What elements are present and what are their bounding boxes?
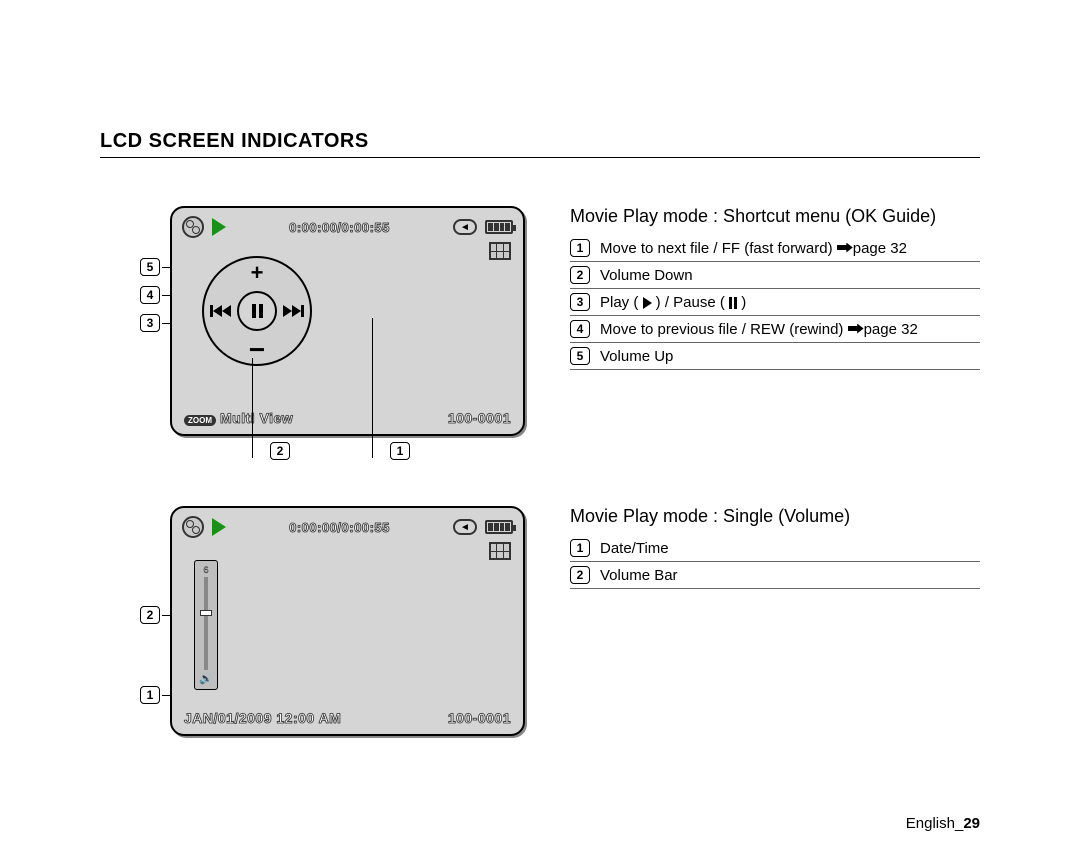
list-number: 1 <box>570 539 590 557</box>
nav-wheel: + − <box>202 256 312 366</box>
description-row: 5 Volume Up <box>570 343 980 370</box>
reel-icon <box>182 516 204 538</box>
lcd-diagram-shortcut: 5 4 3 0:00:00/0:00:55 ◄ + − <box>100 206 530 466</box>
description-row: 2 Volume Down <box>570 262 980 289</box>
description-row: 2 Volume Bar <box>570 562 980 589</box>
time-counter: 0:00:00/0:00:55 <box>234 220 445 235</box>
volume-level: 6 <box>203 565 208 575</box>
list-text: Volume Bar <box>600 567 678 584</box>
volume-bar: 6 🔊 <box>194 560 218 690</box>
description-row: 3 Play ( ) / Pause ( ) <box>570 289 980 316</box>
section2-title: Movie Play mode : Single (Volume) <box>570 506 980 527</box>
speaker-icon: 🔊 <box>199 672 213 685</box>
file-number: 100-0001 <box>448 410 511 426</box>
list-text: Play ( ) / Pause ( ) <box>600 294 746 311</box>
pause-icon <box>729 297 737 309</box>
list-number: 1 <box>570 239 590 257</box>
prev-icon <box>210 305 231 317</box>
description-row: 1 Date/Time <box>570 535 980 562</box>
list-number: 3 <box>570 293 590 311</box>
list-number: 2 <box>570 266 590 284</box>
play-icon <box>212 218 226 236</box>
callout-2: 2 <box>270 442 290 460</box>
thumbnail-grid-icon <box>489 542 511 560</box>
list-number: 4 <box>570 320 590 338</box>
page-footer: English_29 <box>906 815 980 832</box>
back-icon: ◄ <box>453 219 477 235</box>
pointer-icon <box>837 243 853 253</box>
play-icon <box>643 297 652 309</box>
play-icon <box>212 518 226 536</box>
zoom-label: ZOOM <box>184 415 216 426</box>
list-text: Volume Down <box>600 267 693 284</box>
battery-icon <box>485 220 513 234</box>
thumbnail-grid-icon <box>489 242 511 260</box>
description-row: 4 Move to previous file / REW (rewind) pa… <box>570 316 980 343</box>
list-text: Move to next file / FF (fast forward) pa… <box>600 240 907 257</box>
pointer-icon <box>848 324 864 334</box>
page-heading: LCD SCREEN INDICATORS <box>100 130 980 158</box>
callout-3: 3 <box>140 314 160 332</box>
reel-icon <box>182 216 204 238</box>
description-row: 1 Move to next file / FF (fast forward) p… <box>570 235 980 262</box>
callout-4: 4 <box>140 286 160 304</box>
list-number: 5 <box>570 347 590 365</box>
time-counter: 0:00:00/0:00:55 <box>234 520 445 535</box>
lcd-diagram-volume: 2 1 0:00:00/0:00:55 ◄ 6 🔊 <box>100 506 530 736</box>
callout-1: 1 <box>390 442 410 460</box>
list-text: Volume Up <box>600 348 673 365</box>
list-number: 2 <box>570 566 590 584</box>
pause-icon <box>237 291 277 331</box>
list-text: Move to previous file / REW (rewind) pag… <box>600 321 918 338</box>
date-time: JAN/01/2009 12:00 AM <box>184 710 341 726</box>
battery-icon <box>485 520 513 534</box>
callout-v2: 2 <box>140 606 160 624</box>
callout-v1: 1 <box>140 686 160 704</box>
section1-title: Movie Play mode : Shortcut menu (OK Guid… <box>570 206 980 227</box>
next-icon <box>283 305 304 317</box>
file-number: 100-0001 <box>448 710 511 726</box>
multi-view-label: Multi View <box>220 410 293 426</box>
list-text: Date/Time <box>600 540 669 557</box>
back-icon: ◄ <box>453 519 477 535</box>
callout-5: 5 <box>140 258 160 276</box>
plus-icon: + <box>251 260 264 286</box>
